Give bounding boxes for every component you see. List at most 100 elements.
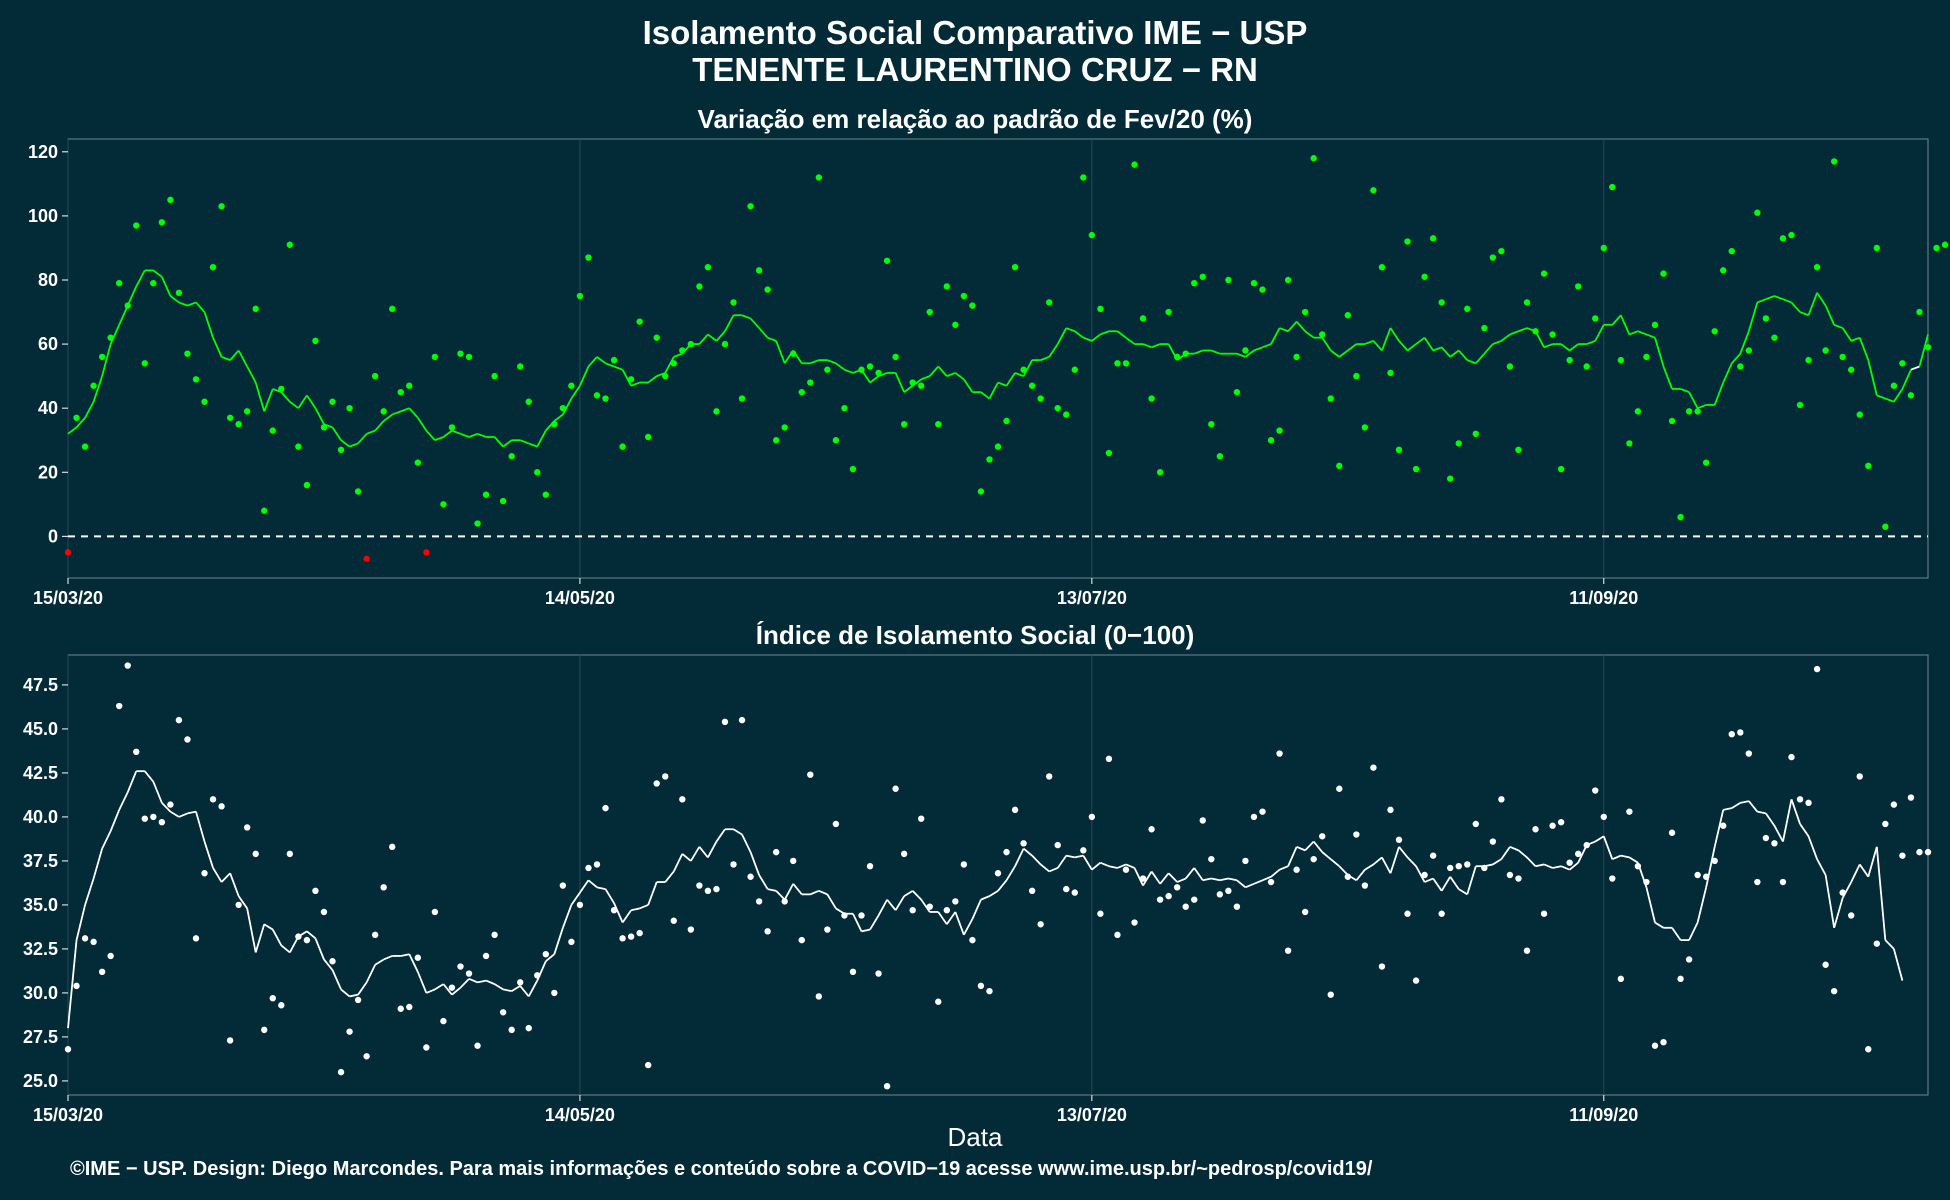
bottom-trend-segment — [1082, 855, 1093, 871]
bottom-trend-segment — [1364, 863, 1374, 871]
top-trend-segment — [954, 372, 965, 381]
top-trend-segment — [246, 366, 257, 383]
bottom-trend-segment — [946, 911, 957, 925]
bottom-data-point — [380, 884, 387, 891]
top-data-point — [909, 379, 916, 386]
bottom-data-point — [431, 908, 439, 916]
bottom-data-point — [1839, 889, 1846, 896]
bottom-data-point — [1566, 859, 1573, 866]
bottom-trend-segment — [1875, 846, 1887, 941]
top-data-point — [81, 443, 89, 450]
bottom-trend-segment — [1807, 835, 1818, 860]
bottom-data-point — [107, 952, 114, 960]
top-trend-segment — [758, 327, 769, 339]
bottom-data-point — [1259, 808, 1266, 815]
bottom-data-point — [269, 995, 276, 1002]
bottom-trend-segment — [775, 890, 786, 901]
top-trend-segment — [477, 432, 487, 438]
bottom-trend-segment — [340, 988, 351, 998]
top-data-point — [900, 420, 908, 428]
top-data-point — [1711, 328, 1718, 335]
bottom-data-point — [1532, 826, 1539, 833]
top-data-point — [295, 443, 302, 450]
bottom-data-point — [175, 716, 183, 724]
bottom-data-point — [1592, 787, 1599, 794]
bottom-trend-segment — [1176, 877, 1187, 883]
top-data-point — [1455, 440, 1462, 447]
top-data-point — [457, 350, 464, 357]
bottom-data-point — [1890, 801, 1898, 808]
bottom-trend-segment — [1202, 877, 1212, 882]
top-data-point — [286, 241, 294, 248]
bottom-trend-segment — [707, 841, 718, 858]
top-data-point — [1557, 465, 1565, 473]
bottom-data-point — [1020, 840, 1027, 847]
top-data-point — [499, 497, 507, 505]
top-data-point — [167, 196, 174, 204]
top-trend-segment — [1022, 359, 1033, 377]
top-trend-segment — [1569, 343, 1579, 352]
bottom-trend-segment — [861, 928, 871, 933]
bottom-trend-segment — [408, 953, 419, 973]
top-data-point — [1830, 158, 1838, 165]
bottom-trend-segment — [109, 809, 121, 832]
top-data-point — [474, 520, 481, 527]
top-y-tick-label: 100 — [28, 206, 58, 226]
bottom-trend-segment — [1142, 871, 1153, 887]
bottom-trend-segment — [494, 983, 504, 991]
bottom-trend-segment — [1108, 865, 1118, 869]
top-trend-segment — [827, 359, 837, 365]
bottom-data-point — [1464, 861, 1471, 868]
top-trend-segment — [383, 413, 393, 422]
top-trend-segment — [493, 436, 504, 448]
bottom-data-point — [278, 1002, 285, 1009]
bottom-trend-segment — [1159, 872, 1170, 885]
top-data-point — [1054, 404, 1061, 412]
bottom-trend-segment — [664, 870, 675, 883]
bottom-data-point — [772, 848, 780, 856]
bottom-data-point — [1327, 991, 1334, 998]
top-trend-segment — [1646, 333, 1656, 339]
bottom-data-point — [1549, 822, 1556, 829]
top-trend-segment — [126, 286, 138, 306]
bottom-trend-segment — [792, 883, 803, 895]
bottom-trend-segment — [1509, 846, 1519, 852]
top-trend-segment — [289, 401, 299, 409]
top-trend-segment — [1372, 340, 1383, 352]
top-trend-segment — [775, 340, 786, 364]
bottom-trend-segment — [1245, 882, 1255, 889]
top-data-point — [354, 488, 362, 495]
top-data-point — [150, 279, 157, 287]
bottom-trend-segment — [152, 781, 163, 804]
top-data-point — [448, 424, 456, 431]
bottom-data-point — [696, 882, 703, 889]
top-trend-segment — [1901, 369, 1912, 390]
bottom-data-point — [1754, 878, 1761, 886]
top-trend-segment — [1782, 298, 1792, 304]
chart-title-line1: Isolamento Social Comparativo IME − USP — [642, 14, 1308, 51]
bottom-y-tick-label: 30.0 — [23, 983, 58, 1003]
bottom-trend-segment — [254, 924, 266, 953]
top-data-point — [1856, 411, 1863, 418]
top-data-point — [1404, 238, 1411, 245]
top-trend-segment — [1244, 349, 1255, 358]
bottom-data-point — [1063, 885, 1070, 893]
bottom-trend-segment — [1321, 851, 1332, 860]
bottom-data-point — [218, 803, 225, 810]
top-trend-segment — [1850, 336, 1861, 342]
bottom-data-point — [1643, 878, 1650, 886]
top-data-point — [491, 372, 498, 380]
top-data-point — [798, 388, 805, 396]
bottom-x-tick-label: 11/09/20 — [1569, 1105, 1638, 1125]
top-data-point — [1677, 513, 1684, 521]
top-data-point — [1353, 372, 1360, 380]
bottom-data-point — [1617, 975, 1625, 983]
top-data-point — [858, 366, 865, 373]
bottom-trend-segment — [741, 834, 752, 853]
top-trend-segment — [1680, 388, 1690, 393]
top-trend-segment — [400, 407, 410, 413]
top-trend-segment — [1048, 343, 1059, 358]
top-data-point — [1284, 276, 1292, 284]
bottom-data-point — [1071, 889, 1078, 896]
top-data-point — [337, 446, 345, 454]
